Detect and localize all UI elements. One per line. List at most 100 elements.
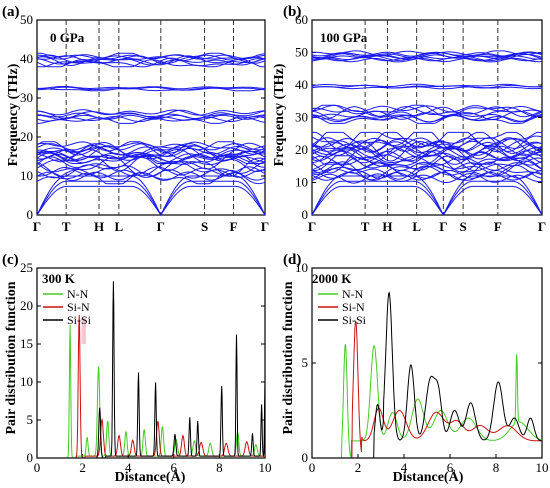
- panel-b-band-line: [311, 113, 543, 124]
- panel-d-plot: 0 5 10 0 2 4 6 8 10 N-NSi-NSi-Si: [295, 260, 549, 475]
- panel-b-band-line: [311, 137, 543, 152]
- panel-a-band-line: [36, 148, 266, 163]
- panel-b-ytick-label: 50: [295, 45, 308, 60]
- panel-a-band-line: [36, 156, 265, 172]
- panel-a-path-label: Γ: [157, 219, 165, 234]
- panel-c-legend-label: N-N: [67, 287, 89, 301]
- panel-c-xtick-label: 4: [125, 460, 132, 475]
- panel-c-ytick-label: 20: [20, 298, 33, 313]
- panel-c-ylabel: Pair distribution function: [4, 281, 19, 434]
- panel-b-path-label: F: [494, 219, 502, 234]
- panel-d-xtick-label: 0: [309, 460, 316, 475]
- panel-a-path-label: S: [201, 219, 208, 234]
- panel-b: (b) 100 GPa Frequency (THz) 0 10 20 30 40 50 6…: [272, 4, 546, 234]
- panel-a-ylabel: Frequency (THz): [6, 63, 21, 166]
- panel-b-path-label: Γ: [439, 219, 447, 234]
- panel-a-band-line: [36, 180, 266, 216]
- panel-b-band-line: [311, 86, 543, 90]
- panel-b-band-line: [311, 110, 543, 123]
- panel-a-annotation: 0 GPa: [50, 30, 85, 45]
- panel-b-ytick-label: 10: [295, 175, 308, 190]
- panel-a-band-line: [36, 152, 266, 164]
- panel-a-band-line: [36, 141, 266, 152]
- panel-b-band-line: [311, 185, 543, 216]
- panel-a-band-line: [36, 175, 266, 217]
- panel-b-ytick-label: 40: [295, 77, 308, 92]
- panel-d-legend-label: N-N: [342, 287, 364, 301]
- panel-d-series-n-n: [312, 343, 543, 459]
- panel-c-legend-label: Si-N: [67, 300, 90, 314]
- panel-b-band-line: [311, 155, 543, 174]
- panel-b-band-line: [311, 131, 543, 152]
- panel-d-series-si-si: [312, 291, 542, 459]
- panel-b-band-line: [311, 106, 543, 118]
- panel-a-band-line: [36, 109, 266, 116]
- panel-b-band-line: [311, 145, 543, 156]
- panel-c-xtick-label: 0: [34, 460, 41, 475]
- panel-d: (d) 2000 K Pair distribution function Di…: [281, 252, 549, 485]
- panel-b-band-line: [311, 180, 543, 216]
- panel-b-band-line: [312, 131, 542, 150]
- panel-a-band-line: [36, 112, 266, 120]
- panel-d-xtick-label: 4: [401, 460, 408, 475]
- panel-d-ylabel: Pair distribution function: [281, 281, 296, 434]
- panel-b-band-line: [311, 161, 543, 181]
- panel-b-band-line: [311, 149, 543, 165]
- panel-a-ytick-label: 10: [20, 168, 33, 183]
- panel-b-letter: (b): [283, 4, 301, 20]
- panel-d-ytick-label: 10: [295, 260, 308, 275]
- panel-b-band-line: [311, 57, 543, 63]
- panel-c-legend-label: Si-Si: [67, 313, 92, 327]
- panel-b-band-line: [311, 84, 543, 89]
- panel-b-band-line: [311, 164, 543, 180]
- panel-a-ytick-label: 0: [27, 207, 34, 222]
- panel-d-xtick-label: 2: [355, 460, 362, 475]
- panel-a-ytick-label: 30: [20, 90, 33, 105]
- panel-a-band-line: [36, 145, 266, 156]
- panel-a-band-line: [36, 185, 266, 216]
- panel-a-band-line: [37, 86, 266, 90]
- panel-d-legend-label: Si-N: [342, 300, 365, 314]
- panel-d-ytick-label: 0: [302, 450, 309, 465]
- panel-d-letter: (d): [283, 252, 301, 268]
- panel-a-band-line: [36, 141, 266, 157]
- panel-a-band-line: [36, 55, 266, 67]
- panel-d-legend-label: Si-Si: [342, 313, 367, 327]
- panel-b-band-line: [311, 173, 543, 184]
- panel-b-ytick-label: 30: [295, 110, 308, 125]
- panel-b-band-line: [311, 175, 543, 216]
- panel-a-path-label: F: [230, 219, 238, 234]
- panel-a-band-line: [37, 52, 266, 60]
- panel-a-path-label: L: [115, 219, 124, 234]
- panel-b-annotation: 100 GPa: [320, 30, 368, 45]
- panel-b-band-line: [311, 169, 543, 179]
- panel-a-band-line: [36, 54, 266, 62]
- panel-c-ytick-label: 5: [27, 412, 34, 427]
- panel-a-band-line: [36, 171, 266, 182]
- panel-a-band-line: [36, 156, 266, 173]
- panel-a-band-line: [37, 109, 266, 119]
- panel-c-xlabel: Distance(Å): [115, 469, 186, 485]
- panel-b-band-line: [311, 55, 543, 62]
- panel-c-frame: [36, 267, 266, 459]
- panel-b-path-label: H: [382, 219, 392, 234]
- panel-c-xtick-label: 8: [216, 460, 223, 475]
- panel-a-plot: 0 10 20 30 40 50 Γ T H L Γ S F Γ: [20, 12, 269, 234]
- panel-c-annotation: 300 K: [42, 271, 76, 286]
- panel-a-band-line: [36, 54, 266, 65]
- panel-c: (c) 300 K Pair distribution function Dis…: [2, 252, 272, 485]
- panel-a-path-label: T: [62, 219, 71, 234]
- panel-a-band-line: [36, 161, 266, 177]
- panel-b-ytick-label: 60: [295, 12, 308, 27]
- panel-c-series-n-n: [37, 324, 265, 459]
- panel-d-series-si-n: [312, 321, 542, 459]
- panel-d-xtick-label: 10: [536, 460, 549, 475]
- panel-b-ytick-label: 0: [302, 207, 309, 222]
- panel-b-band-line: [311, 104, 543, 117]
- panel-b-band-line: [311, 155, 543, 166]
- panel-c-series-si-si: [37, 281, 266, 459]
- panel-a-band-line: [37, 86, 266, 91]
- panel-c-ytick-label: 0: [27, 450, 34, 465]
- panel-b-ylabel: Frequency (THz): [272, 63, 287, 166]
